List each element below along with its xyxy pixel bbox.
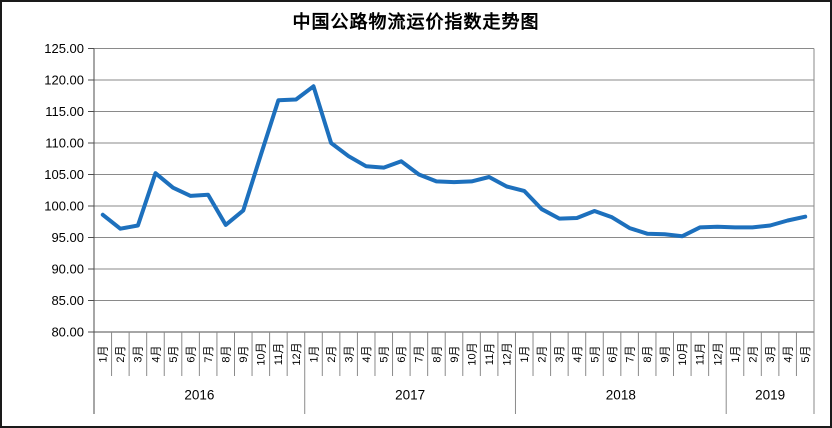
x-month-label: 1月 bbox=[308, 345, 320, 362]
x-year-label: 2016 bbox=[184, 388, 214, 403]
y-axis-label: 120.00 bbox=[44, 73, 84, 88]
x-month-label: 4月 bbox=[361, 345, 373, 362]
x-month-label: 4月 bbox=[150, 345, 162, 362]
x-year-label: 2019 bbox=[755, 388, 785, 403]
x-month-label: 4月 bbox=[783, 345, 795, 362]
x-month-label: 12月 bbox=[502, 342, 514, 365]
x-month-label: 12月 bbox=[712, 342, 724, 365]
x-month-label: 9月 bbox=[449, 345, 461, 362]
x-month-label: 1月 bbox=[730, 345, 742, 362]
x-month-label: 4月 bbox=[572, 345, 584, 362]
y-axis-label: 90.00 bbox=[51, 262, 84, 277]
x-month-label: 7月 bbox=[624, 345, 636, 362]
x-month-label: 10月 bbox=[677, 342, 689, 365]
x-month-label: 8月 bbox=[642, 345, 654, 362]
x-month-label: 11月 bbox=[484, 343, 496, 365]
y-axis-label: 125.00 bbox=[44, 41, 84, 56]
x-month-label: 3月 bbox=[133, 345, 145, 362]
series-line bbox=[100, 84, 808, 239]
x-month-label: 10月 bbox=[256, 342, 268, 365]
x-month-label: 5月 bbox=[168, 345, 180, 362]
x-year-label: 2017 bbox=[395, 388, 425, 403]
x-month-label: 5月 bbox=[589, 345, 601, 362]
y-axis-label: 85.00 bbox=[51, 293, 84, 308]
y-axis-label: 80.00 bbox=[51, 325, 84, 340]
y-axis-label: 105.00 bbox=[44, 167, 84, 182]
x-month-label: 10月 bbox=[466, 342, 478, 365]
x-month-label: 11月 bbox=[695, 343, 707, 365]
x-month-label: 6月 bbox=[185, 345, 197, 362]
x-month-label: 3月 bbox=[554, 345, 566, 362]
x-month-label: 3月 bbox=[765, 345, 777, 362]
y-axis-label: 95.00 bbox=[51, 230, 84, 245]
x-month-label: 1月 bbox=[98, 345, 110, 362]
x-year-label: 2018 bbox=[606, 388, 636, 403]
x-month-label: 5月 bbox=[800, 345, 812, 362]
x-month-label: 1月 bbox=[519, 345, 531, 362]
x-month-label: 12月 bbox=[291, 342, 303, 365]
x-month-label: 2月 bbox=[537, 345, 549, 362]
x-month-label: 6月 bbox=[607, 345, 619, 362]
x-month-label: 5月 bbox=[379, 345, 391, 362]
y-axis-label: 100.00 bbox=[44, 199, 84, 214]
chart-title: 中国公路物流运价指数走势图 bbox=[292, 12, 540, 32]
x-month-label: 3月 bbox=[343, 345, 355, 362]
y-axis-label: 110.00 bbox=[45, 136, 84, 151]
x-month-label: 8月 bbox=[431, 345, 443, 362]
y-axis-label: 115.00 bbox=[45, 104, 84, 119]
x-month-label: 11月 bbox=[273, 343, 285, 365]
x-month-label: 2月 bbox=[115, 345, 127, 362]
x-month-label: 9月 bbox=[238, 345, 250, 362]
x-month-label: 9月 bbox=[660, 345, 672, 362]
x-month-label: 2月 bbox=[326, 345, 338, 362]
x-month-label: 8月 bbox=[221, 345, 233, 362]
x-month-label: 6月 bbox=[396, 345, 408, 362]
x-month-label: 7月 bbox=[414, 345, 426, 362]
x-month-label: 2月 bbox=[747, 345, 759, 362]
x-month-label: 7月 bbox=[203, 345, 215, 362]
